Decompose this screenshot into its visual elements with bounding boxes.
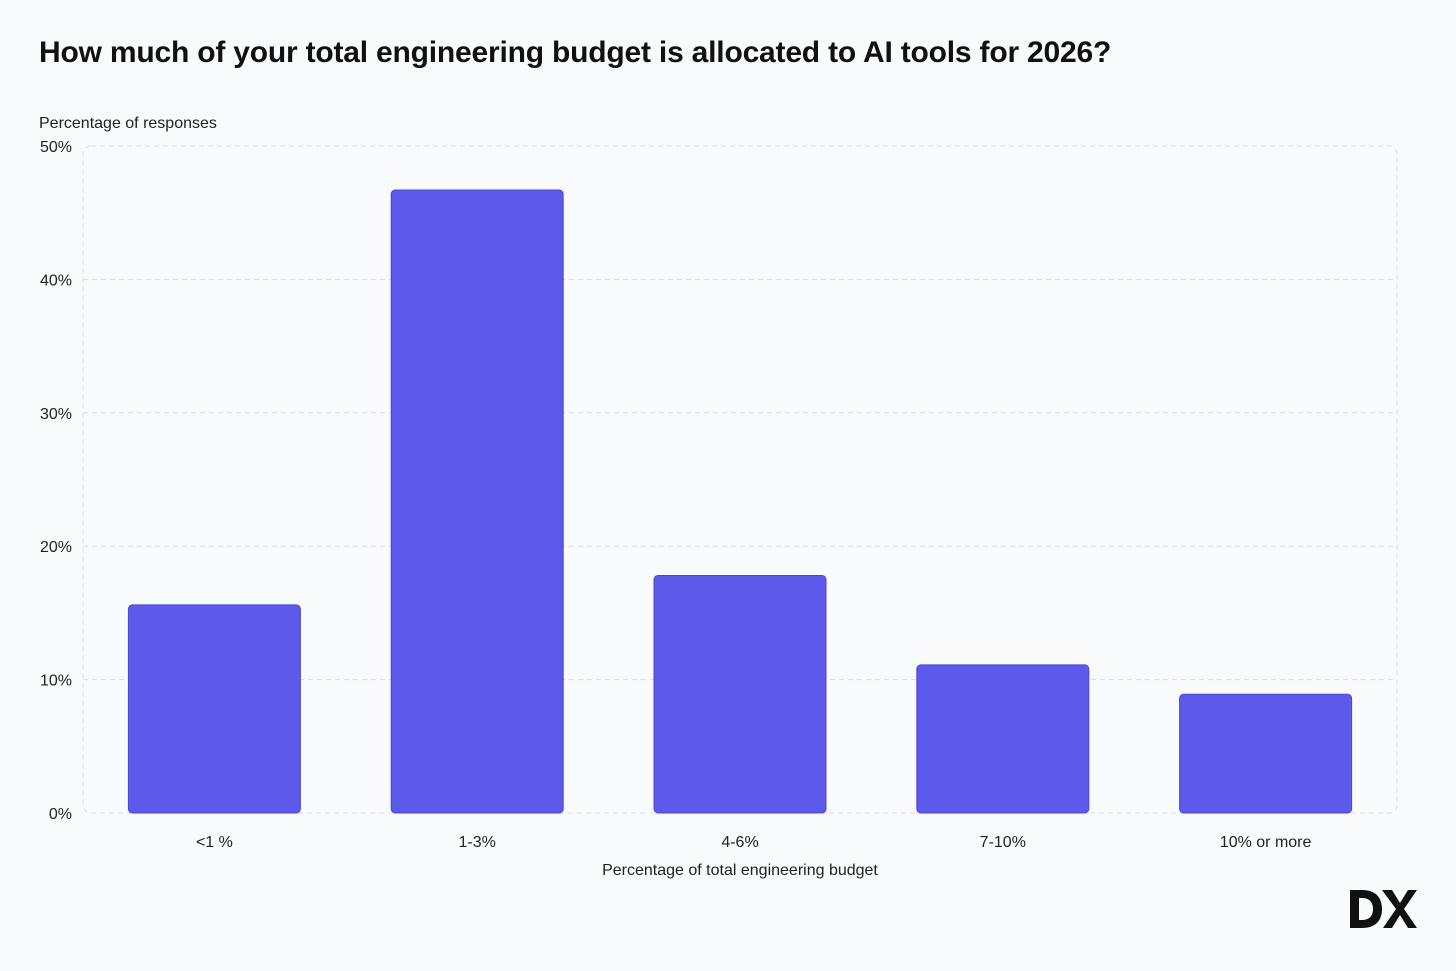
y-tick-label: 20% bbox=[40, 539, 72, 556]
x-tick-label: 1-3% bbox=[459, 834, 496, 851]
x-tick-label: 7-10% bbox=[980, 834, 1026, 851]
bar bbox=[1179, 693, 1353, 814]
y-axis-label: Percentage of responses bbox=[39, 115, 217, 132]
y-tick-label: 0% bbox=[49, 806, 72, 823]
x-tick-label: <1 % bbox=[196, 834, 233, 851]
y-tick-label: 10% bbox=[40, 673, 72, 690]
bars bbox=[127, 189, 1353, 814]
x-axis-label: Percentage of total engineering budget bbox=[602, 862, 878, 879]
bar bbox=[390, 189, 564, 814]
x-tick-label: 10% or more bbox=[1220, 834, 1312, 851]
x-tick-labels: <1 % 1-3% 4-6% 7-10% 10% or more bbox=[196, 834, 1312, 851]
bar bbox=[653, 575, 827, 814]
bar bbox=[916, 664, 1090, 814]
y-tick-labels: 0% 10% 20% 30% 40% 50% bbox=[40, 139, 72, 823]
dx-logo bbox=[1350, 890, 1417, 928]
y-tick-label: 40% bbox=[40, 272, 72, 289]
y-tick-label: 50% bbox=[40, 139, 72, 156]
bar bbox=[127, 604, 301, 814]
chart-title: How much of your total engineering budge… bbox=[39, 36, 1112, 69]
x-tick-label: 4-6% bbox=[721, 834, 758, 851]
y-tick-label: 30% bbox=[40, 406, 72, 423]
